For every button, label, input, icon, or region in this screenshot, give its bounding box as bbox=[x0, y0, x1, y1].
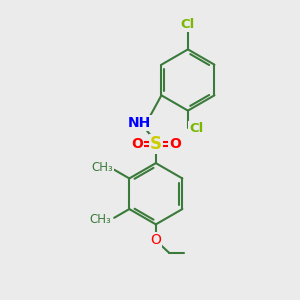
Text: S: S bbox=[150, 135, 162, 153]
Text: O: O bbox=[169, 137, 181, 151]
Text: NH: NH bbox=[128, 116, 152, 130]
Text: CH₃: CH₃ bbox=[91, 161, 113, 174]
Text: CH₃: CH₃ bbox=[89, 213, 111, 226]
Text: O: O bbox=[131, 137, 143, 151]
Text: Cl: Cl bbox=[181, 18, 195, 31]
Text: O: O bbox=[150, 233, 161, 248]
Text: Cl: Cl bbox=[189, 122, 203, 135]
